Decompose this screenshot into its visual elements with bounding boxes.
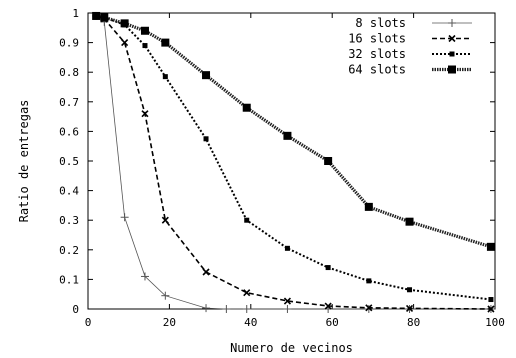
data-point-64-slots bbox=[120, 19, 129, 28]
series-line-16-slots bbox=[95, 15, 491, 310]
x-tick-label: 80 bbox=[407, 316, 420, 329]
data-point-32-slots bbox=[407, 287, 413, 293]
x-axis-label: Numero de vecinos bbox=[230, 341, 353, 355]
y-tick-label: 0.9 bbox=[59, 37, 79, 50]
legend-label-64-slots: 64 slots bbox=[348, 63, 406, 77]
y-tick-label: 0.5 bbox=[59, 155, 79, 168]
data-point-16-slots bbox=[141, 110, 149, 118]
data-point-8-slots bbox=[364, 305, 373, 313]
legend-marker-8-slots bbox=[448, 19, 456, 27]
data-point-32-slots bbox=[203, 136, 209, 142]
y-tick-label: 0.3 bbox=[59, 214, 79, 227]
data-point-8-slots bbox=[202, 304, 211, 313]
x-tick-label: 60 bbox=[326, 316, 339, 329]
data-point-64-slots bbox=[405, 217, 414, 226]
series-64-slots bbox=[92, 11, 495, 251]
x-tick-label: 40 bbox=[244, 316, 257, 329]
data-point-8-slots bbox=[161, 291, 170, 300]
data-point-16-slots bbox=[405, 304, 414, 312]
y-tick-label: 0.6 bbox=[59, 125, 79, 138]
legend-marker-64-slots bbox=[448, 65, 456, 74]
data-point-64-slots bbox=[92, 11, 101, 20]
data-point-16-slots bbox=[324, 302, 332, 310]
data-point-16-slots bbox=[121, 39, 129, 47]
data-point-32-slots bbox=[142, 43, 148, 49]
plot-frame bbox=[87, 12, 496, 310]
legend-label-16-slots: 16 slots bbox=[348, 32, 406, 46]
data-point-8-slots bbox=[222, 305, 231, 313]
x-tick-label: 100 bbox=[485, 316, 505, 329]
y-tick-label: 0 bbox=[72, 303, 79, 316]
data-point-64-slots bbox=[100, 13, 109, 22]
data-point-16-slots bbox=[283, 297, 291, 305]
series-line-64-slots bbox=[95, 14, 492, 249]
series-layer bbox=[92, 11, 495, 313]
legend-marker-32-slots bbox=[449, 51, 455, 57]
data-point-8-slots bbox=[140, 272, 149, 281]
data-point-16-slots bbox=[161, 216, 169, 224]
data-point-8-slots bbox=[283, 305, 292, 313]
data-point-16-slots bbox=[487, 305, 495, 313]
y-tick-label: 1 bbox=[72, 7, 79, 20]
data-point-32-slots bbox=[488, 297, 494, 303]
data-point-16-slots bbox=[202, 268, 210, 276]
y-tick-label: 0.2 bbox=[59, 244, 79, 257]
series-32-slots bbox=[93, 13, 494, 303]
y-axis-label: Ratio de entregas bbox=[17, 100, 31, 223]
data-point-64-slots bbox=[202, 71, 211, 80]
legend-label-8-slots: 8 slots bbox=[355, 16, 406, 30]
data-point-16-slots bbox=[365, 304, 373, 312]
y-tick-label: 0.1 bbox=[59, 273, 79, 286]
data-point-64-slots bbox=[161, 38, 170, 47]
data-point-64-slots bbox=[242, 103, 251, 112]
legend-label-32-slots: 32 slots bbox=[348, 47, 406, 61]
data-point-64-slots bbox=[324, 157, 333, 165]
data-point-64-slots bbox=[283, 131, 292, 140]
series-line-32-slots bbox=[95, 15, 492, 301]
x-tick-label: 20 bbox=[163, 316, 176, 329]
data-point-64-slots bbox=[364, 202, 373, 211]
data-point-32-slots bbox=[366, 278, 372, 284]
axis-ticks: 0 20 40 60 80 100 0 0.1 0.2 0.3 0.4 0.5 0.6 0.7 0.8 0.9… bbox=[59, 7, 505, 329]
x-tick-label: 0 bbox=[85, 316, 92, 329]
y-tick-label: 0.7 bbox=[59, 96, 79, 109]
data-point-64-slots bbox=[486, 242, 495, 251]
data-point-32-slots bbox=[244, 217, 250, 223]
data-point-8-slots bbox=[120, 213, 129, 222]
data-point-32-slots bbox=[325, 265, 331, 271]
data-point-16-slots bbox=[243, 289, 251, 297]
y-tick-label: 0.8 bbox=[59, 66, 79, 79]
legend-marker-16-slots bbox=[448, 34, 456, 43]
y-tick-label: 0.4 bbox=[59, 185, 79, 198]
data-point-8-slots bbox=[242, 305, 251, 313]
data-point-32-slots bbox=[284, 245, 290, 251]
data-point-64-slots bbox=[140, 26, 149, 35]
data-point-32-slots bbox=[162, 74, 168, 80]
